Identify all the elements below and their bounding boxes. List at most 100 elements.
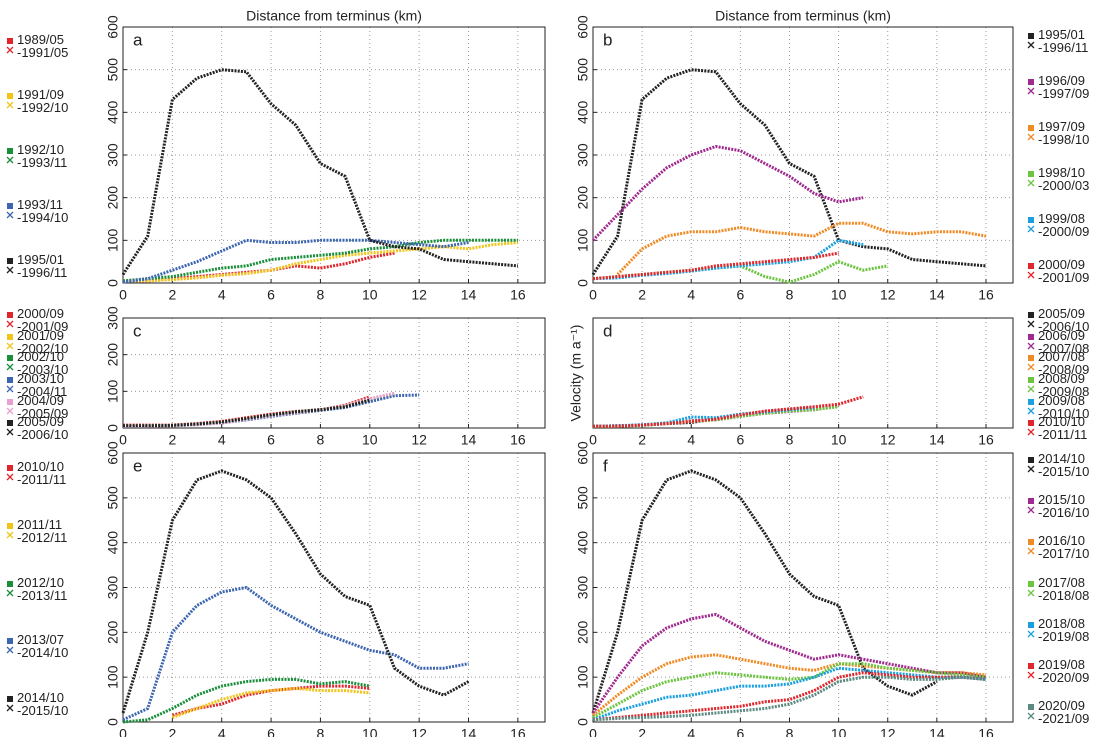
legend-square — [1028, 704, 1034, 711]
y-tick-label: 100 — [105, 665, 121, 689]
legend-label: 2019/08 -2020/09 — [1038, 657, 1090, 686]
x-tick-label: 4 — [218, 726, 226, 737]
legend-entry: 1992/10 -1993/11 — [6, 143, 67, 173]
x-tick-label: 16 — [510, 287, 526, 303]
panel: 0 2 4 6 8 10 12 14 16 0 100 200 300 400 500 600 e — [105, 441, 546, 737]
legend-cross — [6, 589, 14, 596]
legend-label: 2006/09 -2007/08 — [1038, 327, 1090, 356]
legend-label: 2000/09 -2001/09 — [17, 305, 69, 334]
x-tick-label: 0 — [589, 287, 597, 303]
legend-marker — [6, 203, 14, 219]
legend-entry: 2015/10 -2016/10 — [1027, 493, 1089, 523]
legend-label: 2013/07 -2014/10 — [17, 632, 69, 661]
legend-marker — [6, 92, 14, 109]
legend-cross — [6, 385, 14, 393]
data-series — [121, 68, 519, 276]
legend-label: 2014/10 -2015/10 — [1038, 450, 1090, 479]
legend-label: 2001/09 -2002/10 — [17, 327, 69, 356]
data-series — [592, 666, 987, 722]
legend-label: 2018/08 -2019/08 — [1038, 615, 1090, 644]
legend-entry: 2012/10 -2013/11 — [6, 576, 67, 606]
legend-label: 2009/08 -2010/10 — [1038, 392, 1090, 421]
legend-marker — [1027, 539, 1035, 555]
panel: 0 2 4 6 8 10 12 14 16 d Velocity (m a⁻¹) — [568, 317, 1014, 448]
data-series — [123, 398, 371, 428]
x-tick-label: 6 — [736, 726, 744, 737]
legend-marker — [1027, 621, 1035, 638]
legend-square — [7, 398, 13, 405]
x-tick-label: 2 — [638, 432, 646, 448]
data-series — [592, 238, 864, 281]
legend-cross — [1027, 630, 1035, 638]
legend-entry: 1993/11 -1994/10 — [6, 198, 68, 228]
legend-entry: 2001/09 -2002/10 — [6, 329, 68, 359]
x-axis-label: Distance from terminus (km) — [715, 8, 891, 24]
legend-label: 2010/10 -2011/11 — [17, 458, 67, 487]
legend-marker — [1027, 125, 1035, 141]
y-tick-label: 500 — [575, 58, 591, 82]
y-tick-label: 600 — [575, 15, 591, 39]
x-tick-label: 14 — [929, 287, 945, 303]
legend-entry: 2003/10 -2004/11 — [6, 372, 67, 402]
legend-square — [1028, 376, 1034, 383]
data-series — [171, 686, 370, 719]
plot-frame — [592, 317, 1014, 429]
x-tick-label: 6 — [267, 432, 275, 448]
legend-marker — [1027, 171, 1035, 187]
legend-entry: 2020/09 -2021/09 — [1027, 699, 1089, 729]
y-tick-label: 200 — [575, 620, 591, 644]
legend-cross — [6, 211, 14, 219]
legend-marker — [6, 696, 14, 712]
legend-label: 2007/08 -2008/09 — [1038, 349, 1090, 378]
x-tick-label: 4 — [218, 287, 226, 303]
x-tick-label: 0 — [119, 432, 127, 448]
legend-marker — [6, 258, 14, 274]
legend-cross — [1027, 342, 1035, 349]
panel-label: d — [603, 321, 612, 340]
x-tick-label: 10 — [362, 432, 378, 448]
legend-cross — [6, 156, 14, 164]
x-tick-label: 8 — [317, 726, 325, 737]
legend-entry: 2010/10 -2011/11 — [6, 460, 66, 490]
legend-label: 2012/10 -2013/11 — [17, 574, 68, 603]
legend-cross — [6, 46, 14, 54]
plot-frame — [592, 452, 1014, 723]
legend-cross — [6, 342, 14, 349]
legend-square — [1028, 33, 1034, 39]
legend-square — [1028, 621, 1034, 628]
legend-square — [7, 638, 13, 645]
legend-label: 2015/10 -2016/10 — [1038, 491, 1090, 520]
legend-entry: 2010/10 -2011/11 — [1027, 415, 1087, 445]
legend-entry: 2005/09 -2006/10 — [1027, 307, 1089, 337]
legend-marker — [1027, 580, 1035, 596]
panel-label: c — [133, 321, 142, 340]
legend-marker — [1027, 420, 1035, 436]
legend-label: 1995/01 -1996/11 — [17, 252, 68, 281]
x-tick-label: 0 — [589, 726, 597, 737]
legend-entry: 1997/09 -1998/10 — [1027, 120, 1089, 150]
x-tick-label: 6 — [736, 287, 744, 303]
legend-cross — [6, 473, 14, 481]
panel-label: f — [603, 456, 608, 475]
y-tick-label: 300 — [105, 306, 121, 330]
data-series — [122, 238, 518, 283]
legend-entry: 2000/09 -2001/09 — [6, 307, 68, 337]
legend-label: 2011/11 -2012/11 — [17, 516, 68, 545]
legend-cross — [1027, 363, 1035, 371]
legend-marker — [6, 311, 14, 328]
legend-entry: 1995/01 -1996/11 — [1027, 28, 1088, 58]
legend-marker — [6, 464, 14, 481]
y-tick-label: 200 — [105, 343, 121, 367]
legend-entry: 2014/10 -2015/10 — [6, 691, 68, 721]
legend-entry: 2005/09 -2006/10 — [6, 415, 68, 445]
legend-cross — [1027, 671, 1035, 679]
legend-cross — [6, 407, 14, 414]
x-tick-label: 12 — [880, 726, 896, 737]
x-tick-label: 4 — [687, 432, 695, 448]
legend-entry: 2006/09 -2007/08 — [1027, 329, 1089, 359]
y-tick-label: 300 — [575, 143, 591, 167]
x-tick-label: 14 — [929, 432, 945, 448]
data-series — [123, 392, 395, 428]
x-tick-label: 6 — [267, 287, 275, 303]
